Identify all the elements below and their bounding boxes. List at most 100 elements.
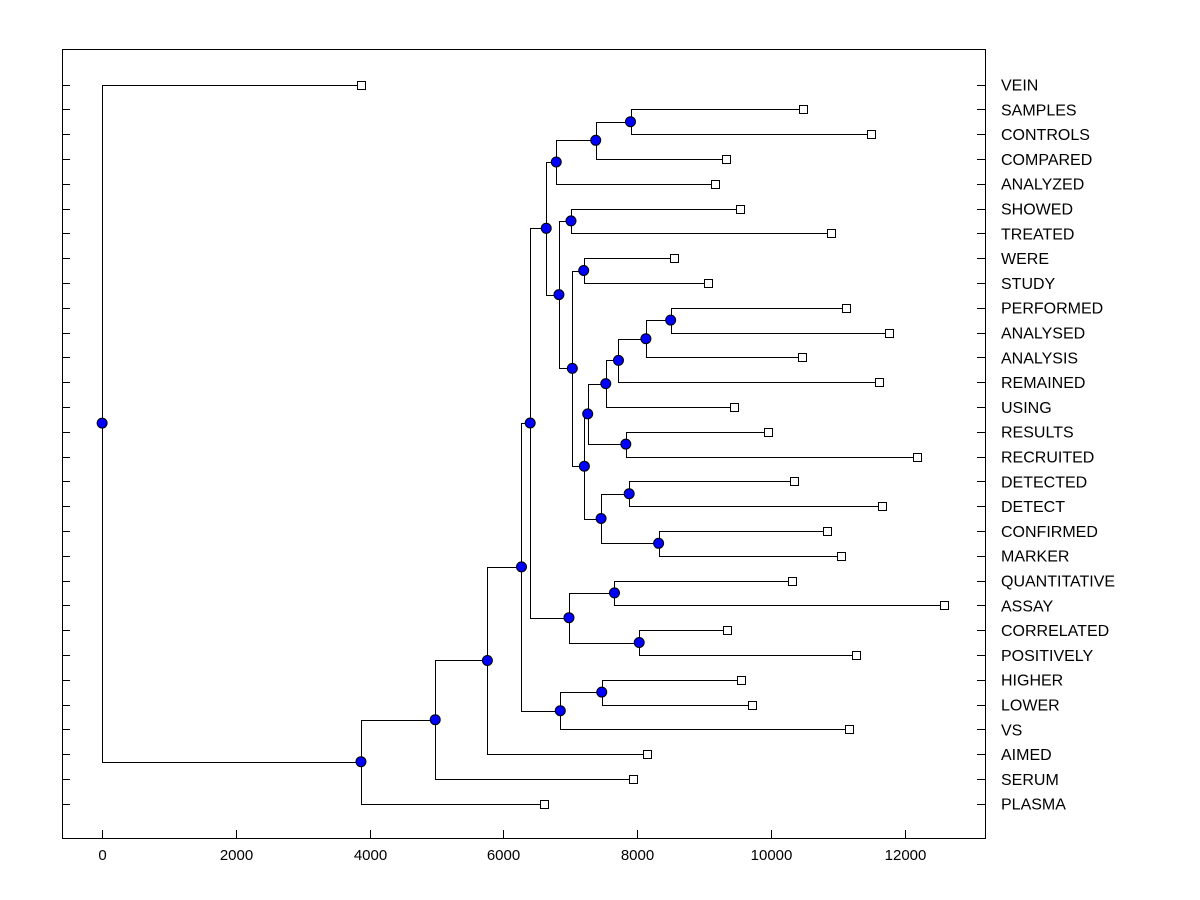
- leaf-label-using: USING: [1001, 400, 1052, 417]
- branch-m2-m1: [596, 122, 632, 141]
- branch-m8-m7: [618, 339, 647, 361]
- leaf-label-aimed: AIMED: [1001, 747, 1052, 764]
- merge-node-m9: [600, 378, 612, 390]
- x-tick-label: 8000: [621, 847, 654, 864]
- branch-m20-L22: [639, 630, 728, 644]
- leaf-label-compared: COMPARED: [1001, 152, 1092, 169]
- branch-m4-L5: [571, 209, 741, 222]
- leaf-label-higher: HIGHER: [1001, 673, 1063, 690]
- leaf-label-serum: SERUM: [1001, 772, 1059, 789]
- leaf-marker-analysis: [798, 353, 807, 362]
- merge-node-m2: [590, 134, 602, 146]
- branch-m10-L14: [626, 432, 769, 445]
- leaf-label-showed: SHOWED: [1001, 202, 1073, 219]
- merge-node-m22: [524, 417, 536, 429]
- branch-m13-L18: [659, 531, 828, 544]
- x-tick-label: 12000: [885, 847, 927, 864]
- branch-m8-L12: [618, 360, 880, 383]
- branch-m19-L20: [614, 581, 793, 594]
- leaf-marker-using: [730, 403, 739, 412]
- leaf-marker-study: [704, 279, 713, 288]
- leaf-label-controls: CONTROLS: [1001, 127, 1090, 144]
- leaf-markers: [357, 81, 949, 809]
- leaf-label-remained: REMAINED: [1001, 375, 1085, 392]
- leaf-marker-vein: [357, 81, 366, 90]
- branch-m14-m12: [601, 494, 630, 520]
- leaf-label-lower: LOWER: [1001, 698, 1060, 715]
- leaf-marker-remained: [875, 378, 884, 387]
- merge-node-m5: [578, 265, 590, 276]
- branch-m20-L23: [639, 643, 857, 656]
- merge-node-m13: [653, 537, 665, 549]
- merge-node-m8: [612, 354, 624, 366]
- branch-m4-L6: [571, 221, 832, 234]
- leaf-marker-positively: [852, 651, 861, 660]
- branch-m5-L7: [584, 258, 675, 272]
- leaf-marker-assay: [940, 601, 949, 610]
- merge-node-m3: [550, 156, 562, 168]
- branch-m29-m28: [102, 423, 362, 763]
- branch-m2-L3: [596, 140, 727, 160]
- leaf-label-positively: POSITIVELY: [1001, 648, 1094, 665]
- branch-m17-m16: [559, 295, 573, 369]
- branch-m16-m5: [572, 271, 585, 369]
- branch-m10-L15: [626, 444, 918, 458]
- merge-node-m23: [596, 686, 608, 698]
- x-axis: 0 2000 4000 6000 8000 10000 12000: [98, 830, 926, 864]
- branch-m15-m14: [584, 466, 602, 520]
- merge-node-m17: [553, 289, 565, 301]
- branch-m28-L29: [361, 762, 545, 805]
- merge-node-m20: [633, 637, 645, 648]
- branch-m26-L27: [487, 660, 648, 755]
- leaf-label-detected: DETECTED: [1001, 474, 1087, 491]
- branch-m28-m27: [361, 720, 436, 763]
- branch-m9-L13: [606, 384, 735, 408]
- branch-m22-m18: [530, 228, 547, 424]
- leaf-marker-higher: [737, 676, 746, 685]
- x-tick-label: 6000: [487, 847, 520, 864]
- branch-m12-L16: [629, 481, 795, 495]
- leaf-marker-correlated: [723, 626, 732, 635]
- leaf-label-samples: SAMPLES: [1001, 102, 1077, 119]
- leaf-marker-analyzed: [711, 180, 720, 189]
- branch-m13-L19: [659, 543, 842, 557]
- leaf-marker-compared: [722, 155, 731, 164]
- branch-m12-L17: [629, 494, 883, 507]
- branch-m25-m24: [521, 567, 561, 712]
- leaf-marker-detected: [790, 477, 799, 486]
- merge-node-m18: [540, 222, 552, 234]
- dendrogram-edges: [102, 85, 945, 805]
- merge-node-m28: [355, 756, 367, 768]
- leaf-marker-performed: [842, 304, 851, 313]
- branch-m22-m21: [530, 423, 570, 619]
- merge-node-m27: [429, 714, 441, 726]
- branch-m1-L2: [631, 122, 872, 135]
- merge-node-m29: [96, 417, 108, 429]
- leaf-label-analysis: ANALYSIS: [1001, 350, 1078, 367]
- branch-m26-m25: [487, 567, 522, 661]
- merge-node-m26: [481, 654, 493, 666]
- leaf-label-quantitative: QUANTITATIVE: [1001, 574, 1115, 591]
- leaf-label-results: RESULTS: [1001, 425, 1074, 442]
- leaf-label-recruited: RECRUITED: [1001, 450, 1094, 467]
- leaf-label-study: STUDY: [1001, 276, 1056, 293]
- branch-m6-L9: [671, 308, 847, 321]
- branch-m27-L28: [435, 720, 634, 780]
- leaf-label-correlated: CORRELATED: [1001, 623, 1109, 640]
- branch-m21-m20: [569, 618, 640, 644]
- leaf-ticks: [62, 85, 985, 805]
- merge-node-m25: [515, 561, 527, 573]
- leaf-marker-controls: [867, 130, 876, 139]
- merge-node-m19: [608, 587, 620, 599]
- merge-node-m21: [563, 612, 575, 624]
- branch-m19-L21: [614, 593, 945, 606]
- leaf-marker-vs: [845, 725, 854, 734]
- branch-m23-L25: [602, 692, 753, 706]
- leaf-marker-recruited: [913, 453, 922, 462]
- branch-m23-L24: [602, 680, 742, 693]
- merge-node-m7: [640, 333, 652, 345]
- merge-node-m10: [620, 438, 632, 450]
- branch-m3-m2: [556, 140, 597, 163]
- x-tick-label: 2000: [220, 847, 253, 864]
